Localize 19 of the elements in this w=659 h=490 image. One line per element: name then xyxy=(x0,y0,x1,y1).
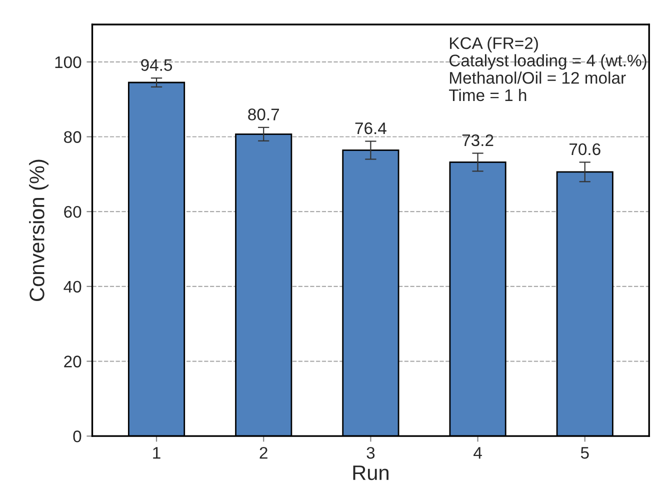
data-label: 80.7 xyxy=(248,108,279,120)
y-tick-label: 0 xyxy=(73,430,82,442)
x-tick-label: 4 xyxy=(474,447,482,459)
annotation: KCA (FR=2) Catalyst loading = 4 (wt.%) Methanol/Oil = 12 molar Time = 1 h xyxy=(449,36,646,102)
data-label: 70.6 xyxy=(570,143,600,156)
y-tick-label: 60 xyxy=(64,206,82,218)
x-tick-label: 1 xyxy=(153,447,160,459)
x-tick-label: 5 xyxy=(580,447,589,459)
y-tick-label: 80 xyxy=(64,131,82,143)
y-tick-label: 40 xyxy=(64,280,82,293)
data-label: 73.2 xyxy=(462,134,494,146)
y-tick-label: 100 xyxy=(55,56,82,68)
data-label: 76.4 xyxy=(355,122,386,134)
data-label: 94.5 xyxy=(141,59,172,71)
x-tick-label: 3 xyxy=(366,446,375,459)
y-axis-title: Conversion (%) xyxy=(29,160,48,302)
x-axis-title: Run xyxy=(353,466,388,480)
y-tick-label: 20 xyxy=(64,356,82,368)
x-tick-label: 2 xyxy=(260,446,268,459)
